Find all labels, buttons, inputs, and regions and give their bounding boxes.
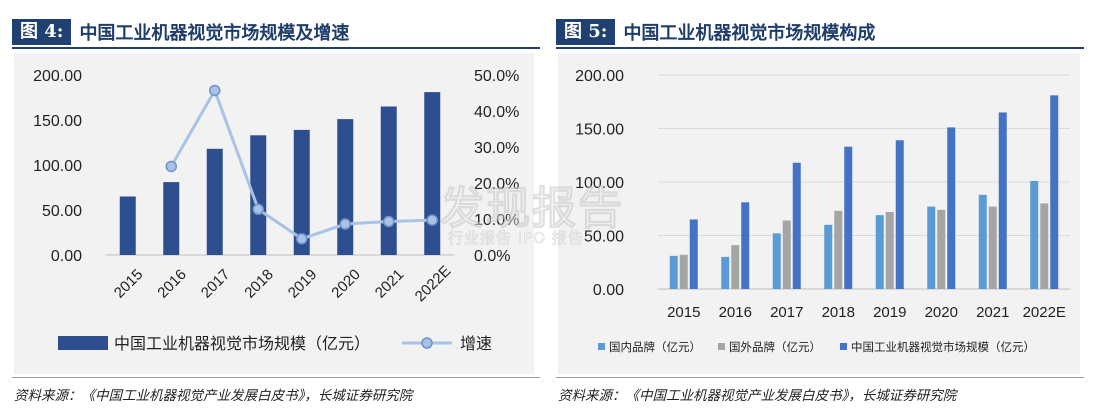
right-source-rule — [556, 377, 1084, 378]
growth-point — [209, 84, 221, 97]
right-panel: 图 5: 中国工业机器视觉市场规模构成 200.00 150.00 100.00 50… — [556, 0, 1084, 414]
x-tick-label: 2016 — [719, 304, 752, 321]
x-tick-label: 2020 — [328, 266, 364, 302]
bar — [679, 254, 688, 289]
x-tick-label: 2022E — [1023, 304, 1066, 321]
right-title-rule — [556, 47, 1084, 49]
bar — [824, 224, 833, 289]
bar — [937, 209, 946, 289]
y-tick-label: 50.00 — [42, 203, 82, 220]
legend-label: 国内品牌（亿元） — [609, 340, 701, 354]
x-tick-label: 2017 — [770, 304, 803, 321]
bar — [206, 148, 223, 255]
right-chart-area: 200.00 150.00 100.00 50.00 0.00 2015 2016 2017 2… — [558, 53, 1080, 374]
legend-swatch — [840, 343, 847, 350]
growth-point — [383, 215, 395, 228]
y-tick-label: 200.00 — [575, 68, 624, 85]
legend-swatch — [718, 343, 725, 350]
y-tick-label: 150.00 — [575, 122, 624, 139]
x-tick-label: 2018 — [822, 304, 855, 321]
bar — [424, 92, 441, 255]
bar — [1040, 203, 1049, 289]
x-tick-label: 2019 — [285, 266, 321, 302]
right-figure-title: 中国工业机器视觉市场规模构成 — [623, 23, 876, 44]
growth-point — [339, 218, 351, 230]
left-source-note: 资料来源：《中国工业机器视觉产业发展白皮书》，长城证券研究院 — [14, 388, 413, 404]
y-tick-label: 100.00 — [575, 175, 624, 192]
y-tick-label: 50.00 — [584, 229, 624, 246]
bar — [1030, 180, 1039, 289]
bar — [988, 206, 997, 289]
growth-point — [252, 203, 264, 216]
left-chart-area: 200.00 150.00 100.00 50.00 0.00 50.0% 40.0% 30.… — [14, 53, 534, 374]
legend-swatch-point — [421, 337, 433, 349]
x-tick-label: 2020 — [925, 304, 958, 321]
y-tick-label: 200.00 — [33, 68, 82, 85]
y-tick-label: 150.00 — [33, 113, 82, 130]
right-figure-header: 图 5: 中国工业机器视觉市场规模构成 — [556, 17, 1084, 47]
y2-tick-label: 20.0% — [474, 176, 519, 193]
right-source-note: 资料来源：《中国工业机器视觉产业发展白皮书》，长城证券研究院 — [558, 388, 957, 404]
left-figure-label: 图 4: — [12, 19, 72, 45]
left-chart-svg: 200.00 150.00 100.00 50.00 0.00 50.0% 40.0% 30.… — [33, 68, 519, 353]
growth-point — [165, 160, 177, 173]
bar — [875, 215, 884, 289]
legend-label: 中国工业机器视觉市场规模（亿元） — [851, 340, 1035, 354]
x-tick-label: 2021 — [372, 266, 408, 302]
x-tick-label: 2015 — [667, 304, 700, 321]
y-tick-label: 100.00 — [33, 158, 82, 175]
bar — [834, 210, 843, 289]
right-chart-svg: 200.00 150.00 100.00 50.00 0.00 2015 2016 2017 2… — [575, 68, 1070, 354]
right-figure-label: 图 5: — [556, 19, 616, 45]
bar — [895, 140, 904, 289]
legend-swatch — [598, 343, 605, 350]
x-tick-label: 2019 — [873, 304, 906, 321]
bar — [885, 211, 894, 289]
bar — [689, 219, 698, 289]
y2-tick-label: 10.0% — [474, 212, 519, 229]
bar — [792, 162, 801, 289]
bar — [250, 135, 267, 255]
bar — [337, 119, 354, 255]
left-title-rule — [12, 47, 540, 49]
bar — [927, 206, 936, 289]
bar — [978, 194, 987, 289]
x-tick-label: 2017 — [198, 266, 234, 302]
growth-point — [296, 233, 308, 245]
bar — [782, 220, 791, 289]
x-tick-label: 2022E — [412, 262, 455, 305]
bar — [731, 245, 740, 289]
legend-label-market-size: 中国工业机器视觉市场规模（亿元） — [114, 335, 370, 353]
legend-label-growth: 增速 — [460, 335, 492, 353]
bar — [163, 182, 180, 255]
y2-tick-label: 30.0% — [474, 140, 519, 157]
bar — [119, 196, 136, 255]
bar — [844, 146, 853, 289]
x-tick-label: 2021 — [976, 304, 1009, 321]
legend-label: 国外品牌（亿元） — [729, 340, 821, 354]
x-tick-label: 2015 — [111, 266, 147, 302]
y2-tick-label: 40.0% — [474, 104, 519, 121]
bar — [741, 202, 750, 289]
bar — [293, 129, 310, 255]
bar — [947, 127, 956, 290]
y2-tick-label: 50.0% — [474, 68, 519, 85]
bar — [721, 256, 730, 289]
growth-point — [426, 214, 438, 226]
left-figure-header: 图 4: 中国工业机器视觉市场规模及增速 — [12, 17, 540, 47]
bar — [669, 255, 678, 289]
y-tick-label: 0.00 — [593, 282, 624, 299]
x-tick-label: 2016 — [154, 266, 190, 302]
bar — [380, 106, 397, 255]
left-panel: 图 4: 中国工业机器视觉市场规模及增速 200.00 150.00 100.00 5… — [12, 0, 540, 414]
left-source-rule — [12, 377, 540, 378]
bar — [772, 233, 781, 289]
left-figure-title: 中国工业机器视觉市场规模及增速 — [79, 23, 350, 44]
bar — [998, 112, 1007, 289]
y2-tick-label: 0.0% — [474, 248, 510, 265]
x-tick-label: 2018 — [241, 266, 277, 302]
y-tick-label: 0.00 — [51, 248, 82, 265]
bar — [1050, 95, 1059, 289]
legend-swatch-bar — [58, 336, 108, 350]
